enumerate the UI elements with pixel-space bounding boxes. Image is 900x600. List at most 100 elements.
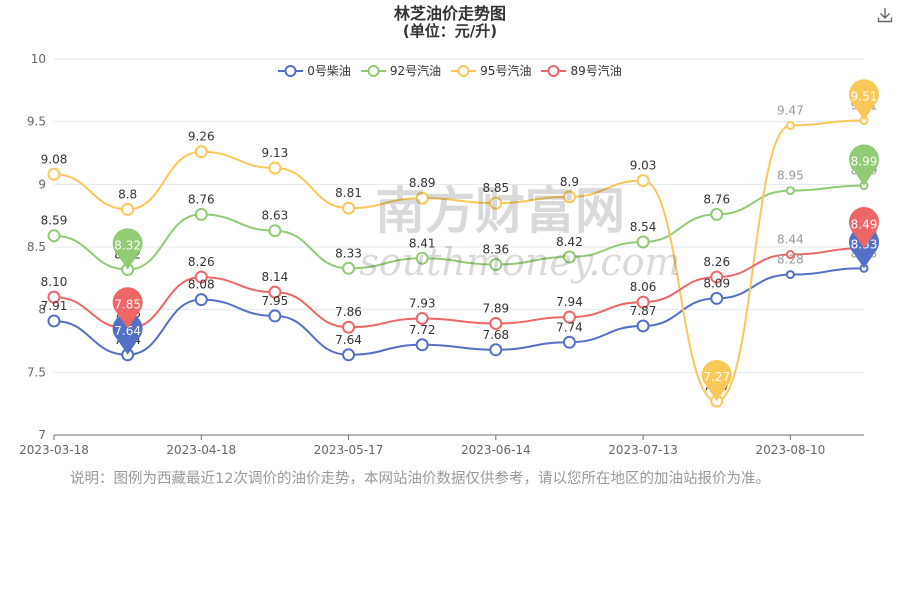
data-label: 8.95 [777, 169, 804, 183]
data-label: 8.76 [188, 192, 215, 206]
data-point[interactable] [194, 145, 208, 159]
data-point[interactable] [342, 348, 356, 362]
data-point[interactable] [785, 250, 795, 260]
chart-subtitle: (单位：元/升) [402, 22, 498, 40]
data-point[interactable] [562, 250, 576, 264]
data-point[interactable] [268, 309, 282, 323]
data-point[interactable] [47, 290, 61, 304]
data-point[interactable] [342, 320, 356, 334]
data-point[interactable] [636, 295, 650, 309]
data-point[interactable] [415, 191, 429, 205]
data-point[interactable] [489, 343, 503, 357]
data-point[interactable] [342, 201, 356, 215]
x-tick-label: 2023-03-18 [19, 443, 89, 457]
data-point[interactable] [47, 314, 61, 328]
data-label: 7.86 [335, 305, 362, 319]
data-point[interactable] [342, 261, 356, 275]
extreme-markers: 7.64 8.33 8.32 8.99 7.27 9.51 7.85 8.49 [112, 79, 880, 402]
data-point[interactable] [415, 251, 429, 265]
x-tick-label: 2023-07-13 [608, 443, 678, 457]
data-point[interactable] [47, 167, 61, 181]
pin-label: 8.49 [851, 217, 878, 231]
legend-symbol-icon [278, 64, 304, 77]
data-label: 8.89 [409, 176, 436, 190]
x-tick-label: 2023-08-10 [755, 443, 825, 457]
chart-title: 林芝油价走势图 [393, 4, 506, 23]
data-label: 8.85 [482, 181, 509, 195]
data-label: 8.26 [188, 255, 215, 269]
data-point[interactable] [636, 319, 650, 333]
data-point[interactable] [710, 207, 724, 221]
data-label: 8.59 [41, 214, 68, 228]
data-point[interactable] [562, 310, 576, 324]
extreme-pin: 8.49 [849, 207, 880, 249]
data-point[interactable] [785, 270, 795, 280]
y-tick-label: 9 [38, 177, 46, 191]
data-label: 7.74 [556, 320, 583, 334]
data-label: 8.28 [777, 253, 804, 267]
data-point[interactable] [489, 196, 503, 210]
data-label: 9.03 [630, 159, 657, 173]
series-line [53, 247, 865, 330]
data-point[interactable] [268, 285, 282, 299]
grid-lines [54, 58, 864, 373]
data-label: 7.93 [409, 296, 436, 310]
download-icon[interactable] [876, 6, 894, 24]
extreme-pin: 7.64 [112, 313, 143, 355]
data-label: 9.26 [188, 130, 215, 144]
data-point[interactable] [489, 316, 503, 330]
data-point[interactable] [489, 258, 503, 272]
legend-label: 92号汽油 [389, 64, 442, 78]
data-label: 8.26 [703, 255, 730, 269]
data-point[interactable] [785, 120, 795, 130]
data-label: 8.9 [560, 175, 579, 189]
data-label: 8.36 [482, 243, 509, 257]
pin-label: 7.27 [703, 370, 730, 384]
legend-item[interactable]: 92号汽油 [360, 62, 442, 79]
data-point[interactable] [562, 190, 576, 204]
data-label: 7.87 [630, 304, 657, 318]
data-point[interactable] [710, 270, 724, 284]
data-label: 8.08 [188, 278, 215, 292]
legend-label: 0号柴油 [307, 64, 351, 78]
data-label: 7.91 [41, 299, 68, 313]
y-tick-label: 8 [38, 303, 46, 317]
pin-label: 9.51 [851, 89, 878, 103]
data-label: 8.41 [409, 236, 436, 250]
data-point[interactable] [415, 338, 429, 352]
data-point[interactable] [268, 224, 282, 238]
data-label: 8.09 [703, 276, 730, 290]
legend-symbol-icon [541, 64, 567, 77]
data-point[interactable] [194, 293, 208, 307]
y-tick-label: 7 [38, 428, 46, 442]
data-label: 9.47 [777, 103, 804, 117]
legend-symbol-icon [360, 64, 386, 77]
data-point[interactable] [194, 270, 208, 284]
data-point[interactable] [785, 186, 795, 196]
data-point[interactable] [415, 311, 429, 325]
data-point[interactable] [47, 229, 61, 243]
data-label: 8.33 [335, 246, 362, 260]
legend-item[interactable]: 89号汽油 [541, 62, 622, 79]
y-tick-label: 10 [31, 52, 46, 66]
legend-item[interactable]: 95号汽油 [451, 62, 531, 79]
series-lines [53, 119, 865, 403]
data-point[interactable] [636, 174, 650, 188]
data-point[interactable] [710, 291, 724, 305]
data-point[interactable] [121, 202, 135, 216]
data-label: 8.8 [118, 187, 137, 201]
pin-label: 7.85 [114, 297, 141, 311]
data-label: 8.54 [630, 220, 657, 234]
data-point[interactable] [194, 207, 208, 221]
y-tick-label: 9.5 [27, 115, 46, 129]
data-label: 7.72 [409, 323, 436, 337]
data-label: 8.44 [777, 233, 804, 247]
data-label: 8.76 [703, 192, 730, 206]
data-label: 8.06 [630, 280, 657, 294]
data-point[interactable] [562, 335, 576, 349]
legend-item[interactable]: 0号柴油 [278, 62, 351, 79]
data-point[interactable] [268, 161, 282, 175]
data-label: 8.10 [41, 275, 68, 289]
data-point[interactable] [636, 235, 650, 249]
